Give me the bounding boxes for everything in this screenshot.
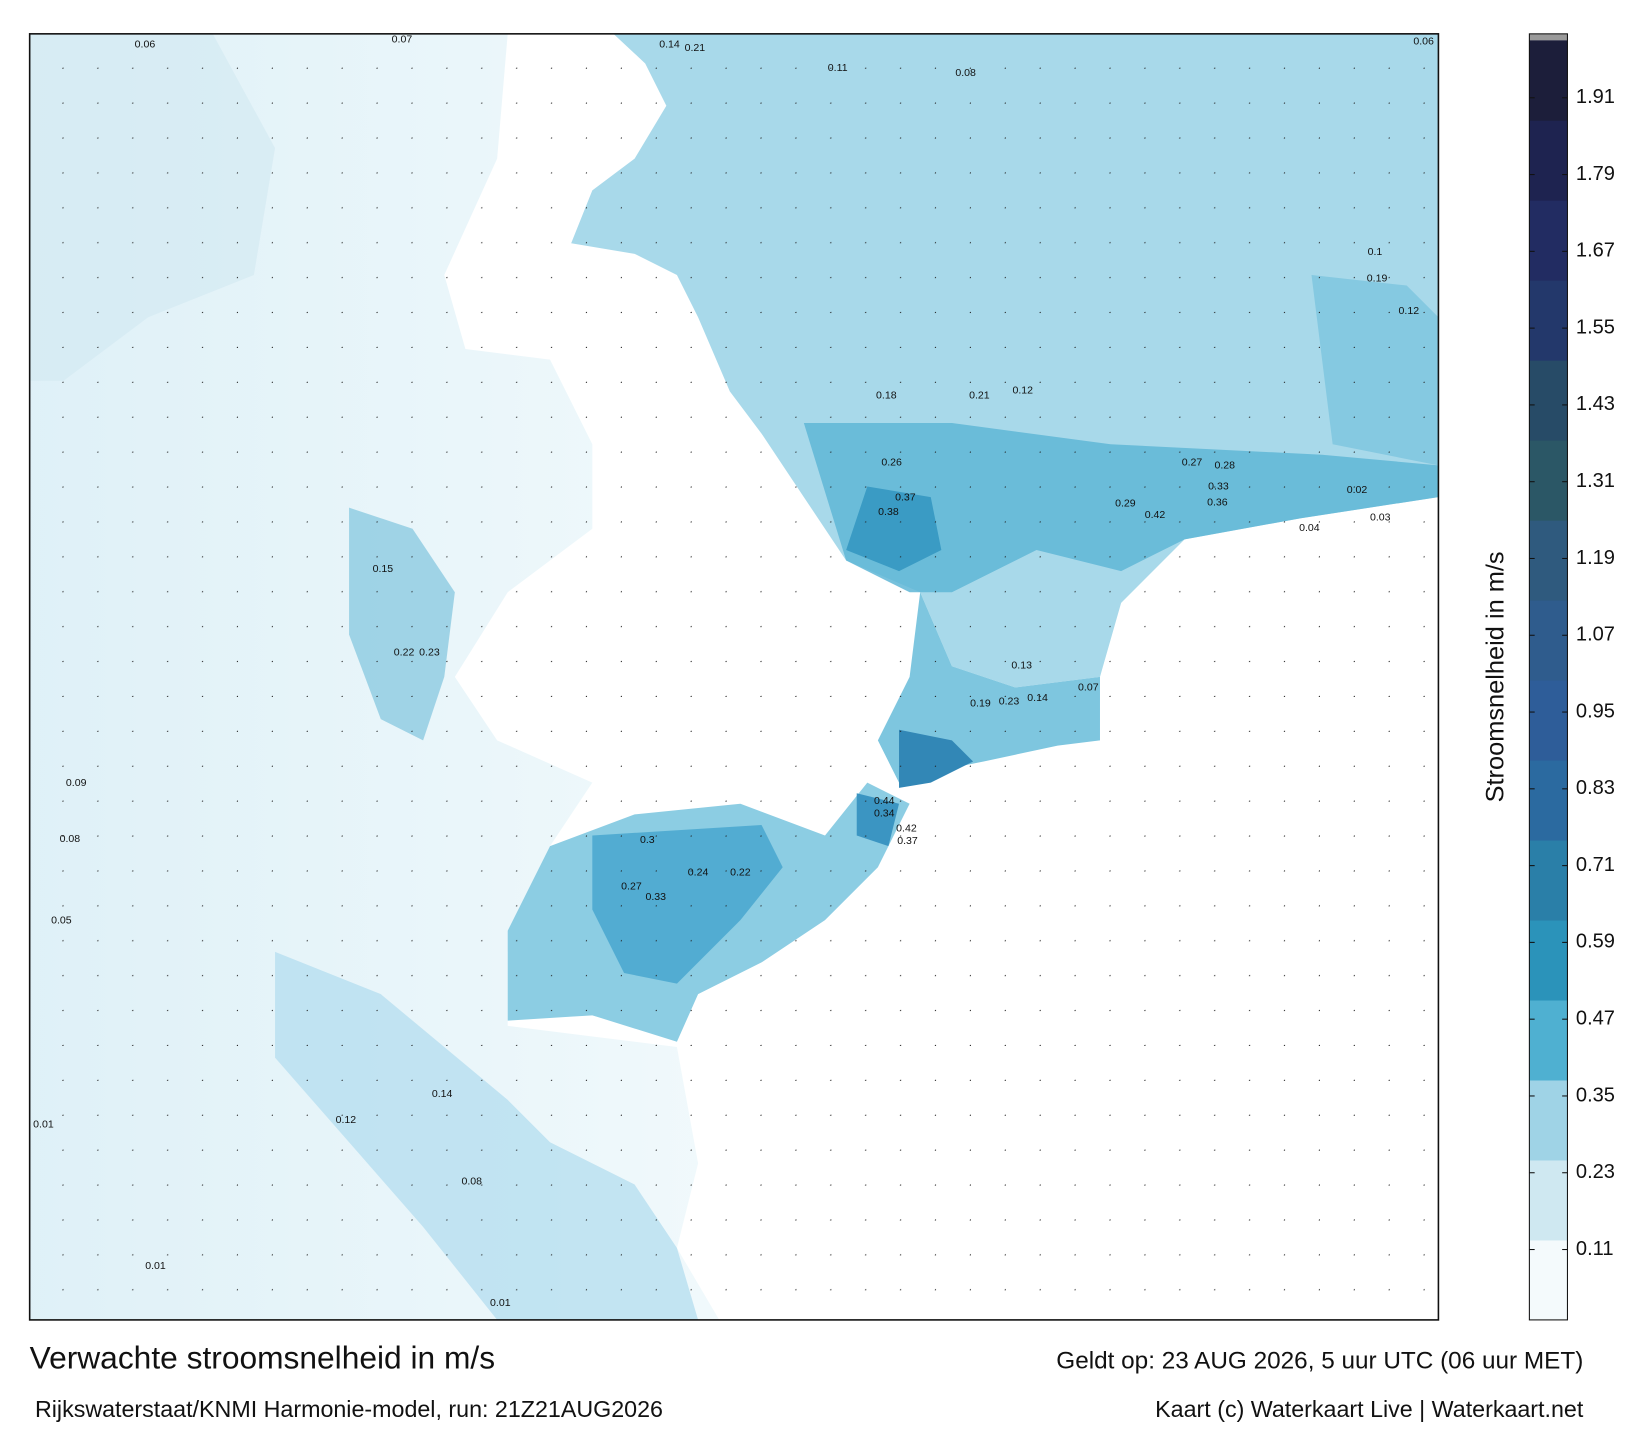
colorbar-tick-label: 0.59 <box>1576 931 1615 953</box>
map-value-label: 0.14 <box>1027 692 1048 704</box>
colorbar-frame <box>1528 33 1568 1321</box>
map-value-label: 0.08 <box>461 1176 482 1188</box>
colorbar-band <box>1529 680 1568 761</box>
map-value-label: 0.26 <box>881 456 902 468</box>
colorbar-band <box>1529 760 1568 841</box>
map-value-label: 0.01 <box>490 1297 511 1309</box>
colorbar-band <box>1529 999 1568 1081</box>
map-value-label: 0.21 <box>969 390 990 402</box>
map-value-label: 0.23 <box>999 695 1020 707</box>
model-run: Rijkswaterstaat/KNMI Harmonie-model, run… <box>35 1396 663 1422</box>
title: Verwachte stroomsnelheid in m/s <box>30 1340 495 1376</box>
colorbar-band <box>1529 40 1568 121</box>
map-value-label: 0.1 <box>1368 246 1383 258</box>
colorbar-tick-label: 1.91 <box>1576 86 1615 108</box>
colorbar-band <box>1529 520 1568 601</box>
map-value-label: 0.24 <box>688 867 709 879</box>
map-frame <box>28 33 1440 1321</box>
map-value-label: 0.08 <box>955 67 976 79</box>
colorbar-band <box>1529 919 1568 1001</box>
map-value-label: 0.37 <box>895 491 916 503</box>
colorbar-tick-label: 1.55 <box>1576 316 1615 338</box>
credit: Kaart (c) Waterkaart Live | Waterkaart.n… <box>1155 1396 1584 1422</box>
map-area: 0.06 0.07 0.14 0.21 0.11 0.08 0.06 0.18 0.21 0.12… <box>29 33 1439 1320</box>
map-value-label: 0.19 <box>1367 272 1388 284</box>
map-value-label: 0.13 <box>1011 659 1032 671</box>
colorbar-tick-label: 0.11 <box>1576 1238 1614 1260</box>
colorbar-band <box>1529 360 1568 441</box>
map-value-label: 0.05 <box>51 914 72 926</box>
map-value-label: 0.14 <box>432 1088 453 1100</box>
colorbar-band <box>1529 1239 1568 1321</box>
colorbar-tick-label: 0.47 <box>1576 1007 1615 1029</box>
map-value-label: 0.12 <box>1012 384 1033 396</box>
map-value-label: 0.27 <box>621 880 642 892</box>
map-value-label: 0.3 <box>640 834 655 846</box>
colorbar-tick-label: 1.31 <box>1576 470 1615 492</box>
colorbar-tick-label: 1.79 <box>1576 163 1615 185</box>
map-value-label: 0.04 <box>1299 522 1320 534</box>
map-value-label: 0.07 <box>1078 682 1099 694</box>
map-value-label: 0.18 <box>876 390 897 402</box>
colorbar-tick-label: 1.07 <box>1576 624 1615 646</box>
map-value-label: 0.08 <box>60 833 81 845</box>
colorbar-tick-label: 0.83 <box>1576 777 1615 799</box>
colorbar-band <box>1529 200 1568 281</box>
map-value-label: 0.06 <box>135 39 156 51</box>
valid-time: Geldt op: 23 AUG 2026, 5 uur UTC (06 uur… <box>1056 1348 1583 1375</box>
colorbar-label: Stroomsnelheid in m/s <box>1481 551 1509 802</box>
map-labels: 0.06 0.07 0.14 0.21 0.11 0.08 0.06 0.18 0.21 0.12… <box>33 33 1434 1309</box>
map-value-label: 0.34 <box>874 807 895 819</box>
map-value-label: 0.19 <box>970 697 991 709</box>
colorbar-tick-label: 0.95 <box>1576 700 1615 722</box>
map-value-label: 0.01 <box>145 1260 166 1272</box>
colorbar-band <box>1529 1159 1568 1241</box>
map-value-label: 0.23 <box>419 647 440 659</box>
colorbar-tick-label: 0.71 <box>1576 854 1615 876</box>
map-value-label: 0.44 <box>874 795 895 807</box>
colorbar-band <box>1529 600 1568 681</box>
map-value-label: 0.12 <box>1399 305 1420 317</box>
map-value-label: 0.27 <box>1182 456 1203 468</box>
map-value-label: 0.11 <box>828 62 848 74</box>
colorbar-band <box>1529 840 1568 921</box>
colorbar-tick-label: 0.35 <box>1576 1084 1615 1106</box>
colorbar-band <box>1529 120 1568 201</box>
map-value-label: 0.29 <box>1115 498 1136 510</box>
map-value-label: 0.42 <box>896 822 917 834</box>
map-value-label: 0.36 <box>1207 497 1228 509</box>
map-value-label: 0.03 <box>1370 511 1391 523</box>
map-value-label: 0.02 <box>1347 484 1368 496</box>
colorbar-tick-label: 1.19 <box>1576 547 1615 569</box>
map-value-label: 0.33 <box>645 891 666 903</box>
map-value-label: 0.09 <box>66 777 87 789</box>
map-value-label: 0.38 <box>878 506 899 518</box>
colorbar-band <box>1529 1079 1568 1161</box>
map-value-label: 0.22 <box>394 647 415 659</box>
map-value-label: 0.33 <box>1208 481 1229 493</box>
map-value-label: 0.28 <box>1214 460 1235 472</box>
colorbar: 0.11 0.23 0.35 0.47 0.59 0.71 0.83 0.95 1.07 1.19… <box>1528 33 1615 1321</box>
colorbar-tick-label: 1.43 <box>1576 393 1615 415</box>
map-value-label: 0.07 <box>392 33 413 45</box>
map-value-label: 0.06 <box>1413 35 1434 47</box>
map-value-label: 0.12 <box>336 1114 357 1126</box>
map-value-label: 0.14 <box>659 39 680 51</box>
map-value-label: 0.01 <box>33 1118 54 1130</box>
map-value-label: 0.42 <box>1145 509 1166 521</box>
map-value-label: 0.15 <box>373 563 394 575</box>
colorbar-band <box>1529 440 1568 521</box>
map-value-label: 0.21 <box>685 42 706 54</box>
colorbar-band <box>1529 280 1568 361</box>
colorbar-tick-label: 1.67 <box>1576 240 1615 262</box>
colorbar-cap <box>1529 33 1568 41</box>
colorbar-tick-label: 0.23 <box>1576 1161 1615 1183</box>
map-value-label: 0.37 <box>897 835 918 847</box>
map-value-label: 0.22 <box>730 867 751 879</box>
